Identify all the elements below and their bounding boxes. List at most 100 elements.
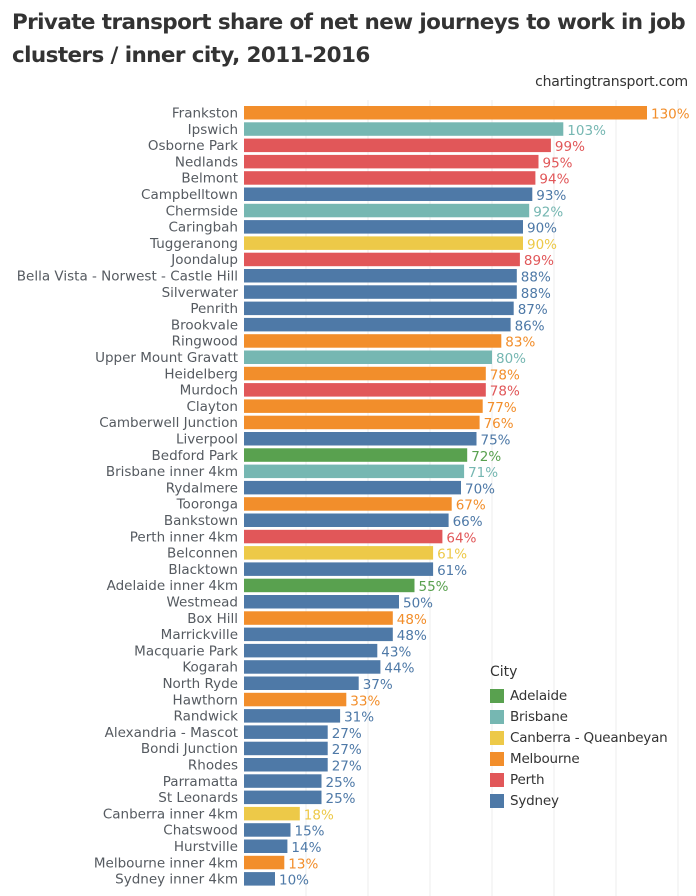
category-label-campbelltown: Campbelltown — [141, 187, 238, 203]
value-label-rydalmere: 70% — [465, 481, 495, 497]
category-label-brookvale: Brookvale — [171, 317, 238, 333]
legend-item-brisbane[interactable]: Brisbane — [490, 706, 668, 727]
legend-item-canberra-queanbeyan[interactable]: Canberra - Queanbeyan — [490, 727, 668, 748]
bar-hurstville[interactable] — [244, 839, 288, 854]
value-label-macquarie-park: 43% — [381, 644, 411, 660]
legend-swatch — [490, 793, 504, 808]
bar-chermside[interactable] — [244, 203, 530, 218]
legend-label: Melbourne — [510, 750, 580, 767]
bar-hawthorn[interactable] — [244, 692, 347, 707]
bar-bella-vista-norwest-castle-hill[interactable] — [244, 269, 517, 283]
category-label-box-hill: Box Hill — [187, 611, 238, 627]
bar-frankston[interactable] — [244, 106, 647, 120]
bar-macquarie-park[interactable] — [244, 643, 378, 658]
category-label-silverwater: Silverwater — [162, 285, 239, 301]
legend-item-perth[interactable]: Perth — [490, 769, 668, 790]
bar-kogarah[interactable] — [244, 660, 381, 674]
bar-melbourne-inner-4km[interactable] — [244, 855, 285, 870]
bar-penrith[interactable] — [244, 301, 514, 316]
category-label-bella-vista-norwest-castle-hill: Bella Vista - Norwest - Castle Hill — [17, 269, 238, 285]
bar-chatswood[interactable] — [244, 823, 291, 837]
legend-swatch — [490, 730, 504, 745]
bar-murdoch[interactable] — [244, 383, 486, 397]
bar-sydney-inner-4km[interactable] — [244, 872, 275, 886]
bar-caringbah[interactable] — [244, 220, 523, 234]
bar-ipswich[interactable] — [244, 122, 564, 136]
bar-tooronga[interactable] — [244, 497, 452, 511]
value-label-campbelltown: 93% — [536, 188, 566, 204]
legend-item-melbourne[interactable]: Melbourne — [490, 748, 668, 769]
bar-westmead[interactable] — [244, 595, 399, 609]
value-label-westmead: 50% — [403, 596, 433, 612]
bars — [244, 106, 647, 886]
category-label-blacktown: Blacktown — [168, 562, 238, 578]
value-label-north-ryde: 37% — [363, 677, 393, 693]
bar-silverwater[interactable] — [244, 285, 517, 299]
bar-ringwood[interactable] — [244, 334, 502, 348]
bar-brisbane-inner-4km[interactable] — [244, 464, 465, 479]
bar-randwick[interactable] — [244, 709, 341, 723]
category-label-north-ryde: North Ryde — [162, 676, 238, 692]
bar-parramatta[interactable] — [244, 774, 322, 788]
value-label-chermside: 92% — [533, 204, 563, 220]
bar-perth-inner-4km[interactable] — [244, 529, 443, 544]
category-label-ringwood: Ringwood — [172, 334, 238, 350]
bar-tuggeranong[interactable] — [244, 236, 523, 250]
value-label-melbourne-inner-4km: 13% — [288, 856, 318, 872]
bar-bankstown[interactable] — [244, 513, 449, 528]
bar-rydalmere[interactable] — [244, 480, 461, 495]
bar-alexandria-mascot[interactable] — [244, 725, 328, 739]
bar-nedlands[interactable] — [244, 154, 539, 169]
category-label-camberwell-junction: Camberwell Junction — [99, 415, 238, 431]
value-label-belconnen: 61% — [437, 547, 467, 563]
bar-rhodes[interactable] — [244, 758, 328, 772]
value-label-clayton: 77% — [487, 400, 517, 416]
bar-canberra-inner-4km[interactable] — [244, 806, 300, 821]
legend-swatch — [490, 751, 504, 766]
value-label-osborne-park: 99% — [555, 139, 585, 155]
bar-bondi-junction[interactable] — [244, 741, 328, 756]
value-label-caringbah: 90% — [527, 221, 557, 237]
category-label-randwick: Randwick — [173, 709, 238, 725]
value-label-st-leonards: 25% — [326, 791, 356, 807]
bar-belconnen[interactable] — [244, 546, 434, 560]
bar-upper-mount-gravatt[interactable] — [244, 350, 492, 365]
bar-adelaide-inner-4km[interactable] — [244, 578, 415, 593]
bar-osborne-park[interactable] — [244, 138, 551, 153]
bar-north-ryde[interactable] — [244, 676, 359, 691]
bar-clayton[interactable] — [244, 399, 483, 413]
legend-label: Perth — [510, 771, 545, 788]
category-label-osborne-park: Osborne Park — [148, 138, 238, 154]
bar-camberwell-junction[interactable] — [244, 415, 480, 430]
category-label-perth-inner-4km: Perth inner 4km — [130, 529, 238, 545]
category-label-clayton: Clayton — [186, 399, 238, 415]
category-label-rhodes: Rhodes — [188, 758, 238, 774]
value-label-murdoch: 78% — [490, 384, 520, 400]
bar-joondalup[interactable] — [244, 252, 520, 267]
bar-heidelberg[interactable] — [244, 366, 486, 381]
bar-bedford-park[interactable] — [244, 448, 468, 462]
category-label-upper-mount-gravatt: Upper Mount Gravatt — [95, 350, 238, 366]
bar-blacktown[interactable] — [244, 562, 434, 576]
bar-marrickville[interactable] — [244, 627, 393, 642]
value-label-canberra-inner-4km: 18% — [304, 807, 334, 823]
category-label-bondi-junction: Bondi Junction — [141, 741, 238, 757]
value-label-ipswich: 103% — [567, 123, 606, 139]
legend-label: Sydney — [510, 792, 559, 809]
category-label-frankston: Frankston — [172, 106, 238, 122]
value-label-sydney-inner-4km: 10% — [279, 873, 309, 889]
bar-brookvale[interactable] — [244, 317, 511, 332]
value-label-rhodes: 27% — [332, 759, 362, 775]
bar-belmont[interactable] — [244, 171, 536, 185]
value-label-belmont: 94% — [539, 172, 569, 188]
bar-st-leonards[interactable] — [244, 790, 322, 805]
bar-liverpool[interactable] — [244, 432, 477, 446]
category-label-penrith: Penrith — [190, 301, 238, 317]
legend-item-sydney[interactable]: Sydney — [490, 790, 668, 811]
value-label-upper-mount-gravatt: 80% — [496, 351, 526, 367]
value-label-bella-vista-norwest-castle-hill: 88% — [521, 270, 551, 286]
bar-campbelltown[interactable] — [244, 187, 533, 202]
bar-box-hill[interactable] — [244, 611, 393, 625]
category-label-brisbane-inner-4km: Brisbane inner 4km — [106, 464, 238, 480]
legend-item-adelaide[interactable]: Adelaide — [490, 685, 668, 706]
